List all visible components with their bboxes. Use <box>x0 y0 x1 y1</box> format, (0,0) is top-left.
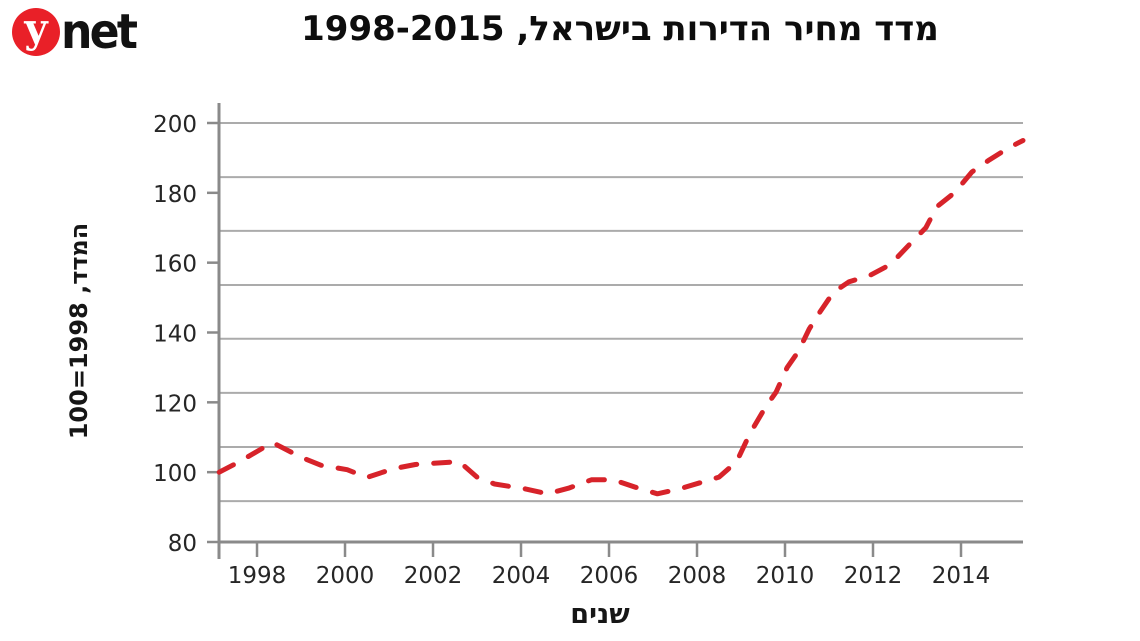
x-tick-label: 2006 <box>580 563 639 589</box>
y-tick-label: 180 <box>153 182 197 208</box>
ynet-logo-circle-icon: y <box>12 8 60 56</box>
x-tick-label: 2002 <box>404 563 463 589</box>
x-tick-label: 2010 <box>756 563 815 589</box>
y-tick-label: 120 <box>153 391 197 417</box>
y-tick-label: 100 <box>153 461 197 487</box>
y-tick-labels: 80 100 120 140 160 180 200 <box>153 112 219 557</box>
x-tick-label: 2008 <box>668 563 727 589</box>
y-tick-label: 140 <box>153 322 197 348</box>
x-tick-label: 1998 <box>228 563 287 589</box>
y-tick-label: 80 <box>168 531 197 557</box>
x-tick-labels: 1998 2000 2002 2004 2006 2008 2010 2012 2014 <box>228 542 991 589</box>
x-tick-label: 2014 <box>932 563 991 589</box>
chart-title: מדד מחיר הדירות בישראל, 1998-2015 <box>301 9 939 49</box>
ynet-logo-text: net <box>61 4 138 60</box>
price-index-line <box>216 138 1026 497</box>
ynet-logo: y net <box>12 6 142 58</box>
y-tick-label: 200 <box>153 112 197 138</box>
x-tick-label: 2012 <box>844 563 903 589</box>
y-axis-title: המדד, 1998=100 <box>65 222 93 440</box>
x-tick-label: 2000 <box>316 563 375 589</box>
x-tick-label: 2004 <box>492 563 551 589</box>
axes <box>217 103 1023 559</box>
y-tick-label: 160 <box>153 252 197 278</box>
ynet-logo-letter: y <box>24 5 48 52</box>
x-axis-title: שנים <box>570 599 630 630</box>
y-gridlines <box>219 122 1023 503</box>
